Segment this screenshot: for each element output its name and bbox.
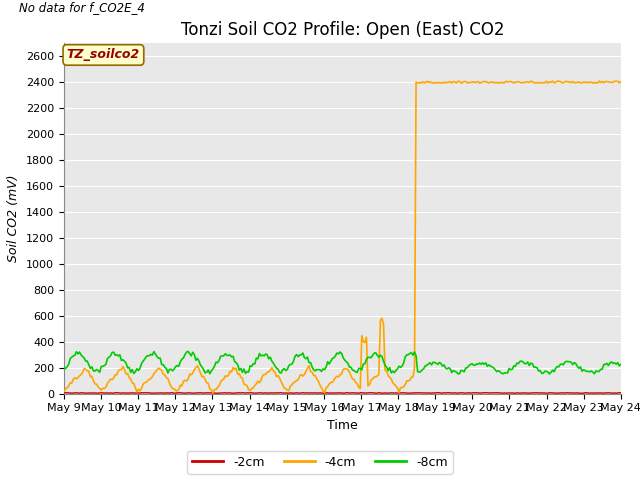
Title: Tonzi Soil CO2 Profile: Open (East) CO2: Tonzi Soil CO2 Profile: Open (East) CO2 bbox=[180, 21, 504, 39]
Y-axis label: Soil CO2 (mV): Soil CO2 (mV) bbox=[8, 175, 20, 262]
Text: TZ_soilco2: TZ_soilco2 bbox=[67, 48, 140, 61]
Legend: -2cm, -4cm, -8cm: -2cm, -4cm, -8cm bbox=[187, 451, 453, 474]
Text: No data for f_CO2E_4: No data for f_CO2E_4 bbox=[19, 1, 145, 14]
X-axis label: Time: Time bbox=[327, 419, 358, 432]
